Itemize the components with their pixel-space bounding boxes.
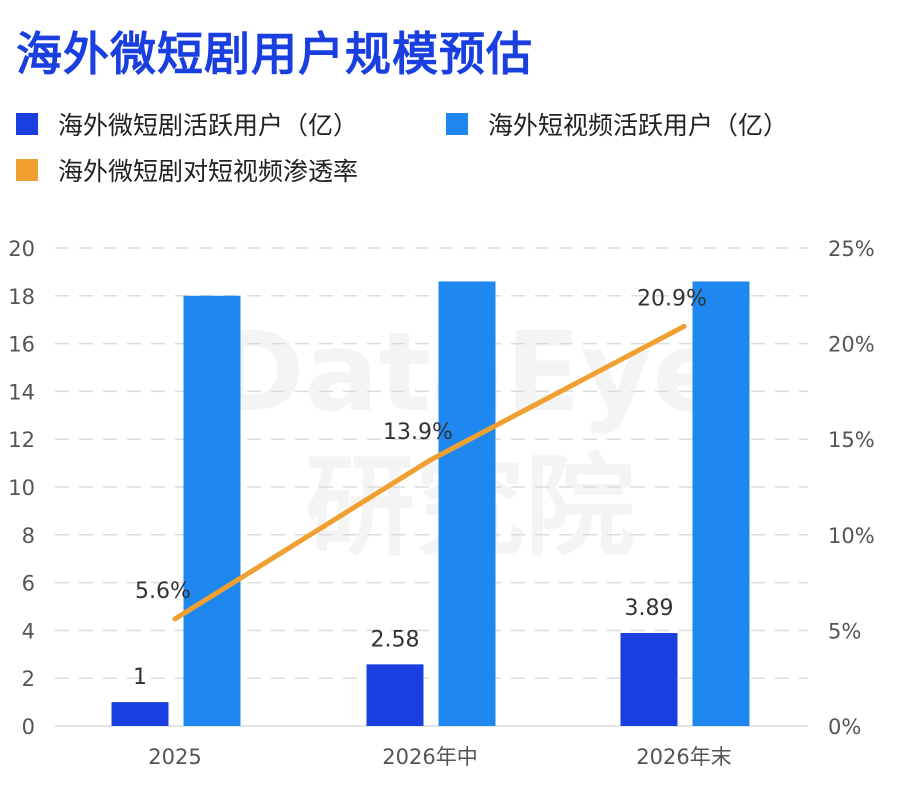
line-point	[172, 616, 178, 622]
x-tick-label: 2025	[148, 745, 201, 769]
y-left-tick-label: 14	[8, 380, 35, 404]
y-right-tick-label: 0%	[828, 715, 861, 739]
y-left-tick-label: 8	[22, 524, 35, 548]
bar	[366, 664, 424, 726]
bar	[111, 702, 169, 726]
y-left-tick-label: 18	[8, 285, 35, 309]
line-point	[681, 323, 687, 329]
legend-label-shortvideo-users: 海外短视频活跃用户（亿）	[488, 111, 789, 140]
y-left-tick-label: 20	[8, 237, 35, 261]
y-left-tick-label: 10	[8, 476, 35, 500]
y-left-tick-label: 12	[8, 428, 35, 452]
y-left-tick-label: 4	[22, 619, 35, 643]
bar	[620, 633, 678, 726]
bar-data-label: 1	[133, 665, 147, 690]
legend-item-shortvideo-users: 海外短视频活跃用户（亿）	[446, 106, 788, 142]
y-right-tick-label: 20%	[828, 333, 875, 357]
bar	[438, 281, 496, 726]
legend-item-penetration-rate: 海外微短剧对短视频渗透率	[16, 152, 358, 188]
line-data-label: 13.9%	[383, 420, 453, 445]
x-tick-label: 2026年末	[636, 745, 731, 769]
bar-data-label: 3.89	[625, 596, 674, 621]
y-right-tick-label: 10%	[828, 524, 875, 548]
bar	[183, 295, 241, 726]
legend-label-drama-users: 海外微短剧活跃用户（亿）	[58, 111, 359, 140]
legend-swatch-penetration-rate	[16, 159, 38, 181]
y-right-tick-label: 5%	[828, 619, 861, 643]
x-tick-label: 2026年中	[382, 745, 477, 769]
y-left-tick-label: 2	[22, 667, 35, 691]
legend-swatch-shortvideo-users	[446, 113, 468, 135]
line-point	[427, 457, 433, 463]
y-right-tick-label: 25%	[828, 237, 875, 261]
legend-item-drama-users: 海外微短剧活跃用户（亿）	[16, 106, 358, 142]
line-data-label: 20.9%	[637, 286, 707, 311]
chart-title: 海外微短剧用户规模预估	[16, 27, 533, 81]
legend-swatch-drama-users	[16, 113, 38, 135]
y-left-tick-label: 0	[22, 715, 35, 739]
bar-data-label: 2.58	[371, 627, 420, 652]
line-data-label: 5.6%	[135, 579, 191, 604]
legend-label-penetration-rate: 海外微短剧对短视频渗透率	[58, 157, 359, 186]
bar	[692, 281, 750, 726]
y-right-tick-label: 15%	[828, 428, 875, 452]
y-left-tick-label: 16	[8, 333, 35, 357]
y-left-tick-label: 6	[22, 572, 35, 596]
